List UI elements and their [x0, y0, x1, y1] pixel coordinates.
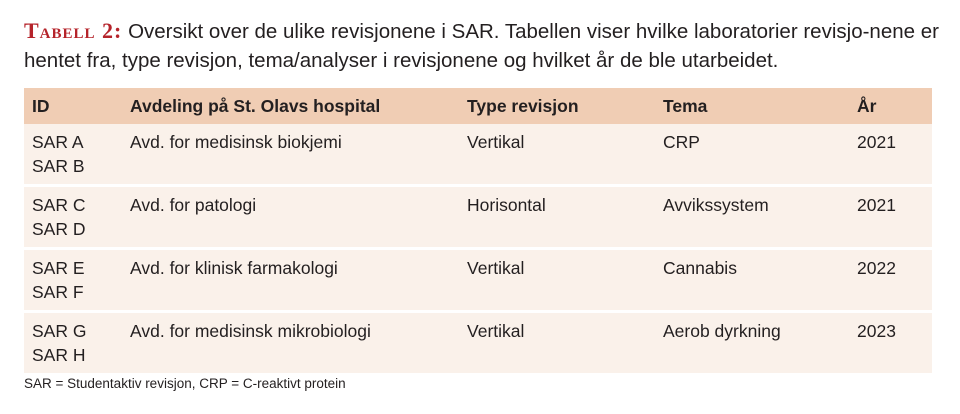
cell-avdeling: Avd. for patologi	[122, 184, 459, 249]
header-tema: Tema	[663, 95, 708, 116]
table-row: SAR C SAR D Avd. for patologi Horisontal…	[24, 184, 932, 249]
cell-tema: CRP	[663, 132, 700, 152]
header-id: ID	[32, 95, 50, 116]
revision-table: ID Avdeling på St. Olavs hospital Type r…	[24, 88, 932, 373]
cell-aar: 2021	[857, 132, 896, 152]
cell-avdeling: Avd. for klinisk farmakologi	[122, 247, 459, 312]
caption-label: Tabell 2:	[24, 18, 123, 43]
revision-table-container: ID Avdeling på St. Olavs hospital Type r…	[24, 88, 932, 373]
table-row: SAR G SAR H Avd. for medisinsk mikrobiol…	[24, 310, 932, 373]
header-avdeling: Avdeling på St. Olavs hospital	[130, 95, 381, 116]
cell-aar: 2021	[849, 184, 932, 249]
table-header: ID Avdeling på St. Olavs hospital Type r…	[24, 88, 932, 124]
header-type: Type revisjon	[467, 95, 579, 116]
id-line: SAR C	[32, 195, 86, 215]
cell-id: SAR C SAR D	[24, 184, 122, 249]
cell-aar: 2022	[849, 247, 932, 312]
caption-text: Oversikt over de ulike revisjonene i SAR…	[24, 20, 939, 72]
id-line: SAR A	[32, 132, 84, 152]
cell-type: Vertikal	[467, 132, 525, 152]
table-body: SAR A SAR B Avd. for medisinsk biokjemi …	[24, 124, 932, 373]
id-line: SAR B	[32, 156, 85, 176]
id-line: SAR G	[32, 321, 87, 341]
table-row: SAR A SAR B Avd. for medisinsk biokjemi …	[24, 124, 932, 186]
cell-type: Horisontal	[459, 184, 655, 249]
id-line: SAR F	[32, 282, 84, 302]
table-caption: Tabell 2: Oversikt over de ulike revisjo…	[24, 16, 944, 75]
cell-id: SAR G SAR H	[24, 310, 122, 373]
id-line: SAR H	[32, 345, 86, 365]
table-footnote: SAR = Studentaktiv revisjon, CRP = C-rea…	[24, 376, 346, 391]
cell-tema: Cannabis	[655, 247, 849, 312]
cell-avdeling: Avd. for medisinsk mikrobiologi	[122, 310, 459, 373]
cell-type: Vertikal	[459, 310, 655, 373]
cell-avdeling: Avd. for medisinsk biokjemi	[130, 132, 342, 152]
id-line: SAR D	[32, 219, 86, 239]
cell-tema: Aerob dyrkning	[655, 310, 849, 373]
cell-id: SAR E SAR F	[24, 247, 122, 312]
table-header-row: ID Avdeling på St. Olavs hospital Type r…	[24, 88, 932, 124]
cell-tema: Avvikssystem	[655, 184, 849, 249]
id-line: SAR E	[32, 258, 85, 278]
cell-id: SAR A SAR B	[24, 124, 122, 186]
table-row: SAR E SAR F Avd. for klinisk farmakologi…	[24, 247, 932, 312]
header-aar: År	[857, 95, 877, 116]
cell-type: Vertikal	[459, 247, 655, 312]
cell-aar: 2023	[849, 310, 932, 373]
